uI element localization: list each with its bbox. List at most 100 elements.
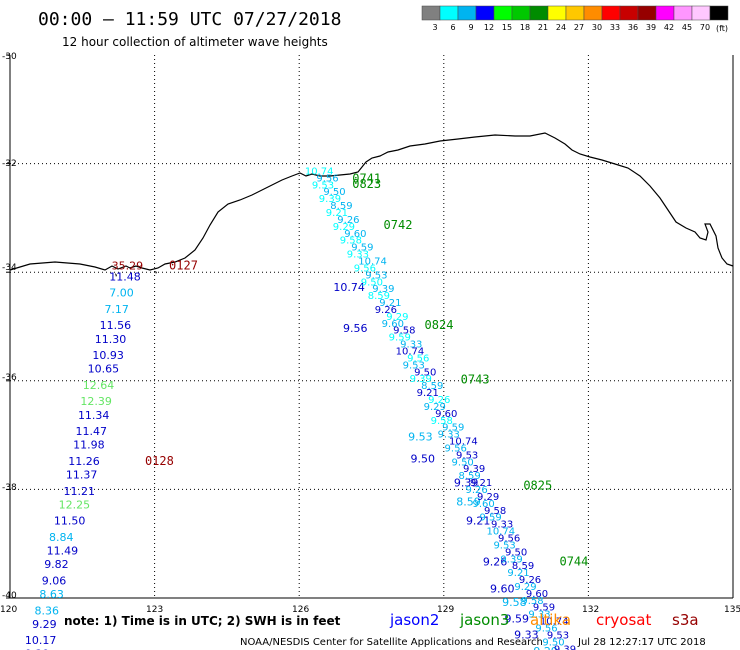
dense-track-value: 9.39 [554,644,576,650]
wave-height-value: 11.34 [78,409,110,422]
color-swatch-label: 6 [450,23,455,32]
color-swatch-label: 15 [502,23,512,32]
dense-track-value: 9.50 [323,187,345,198]
color-swatch-label: 30 [592,23,602,32]
dense-track-value: 9.59 [479,513,501,524]
dense-track-value: 9.58 [484,506,506,517]
color-swatch [547,5,567,21]
color-swatch-label: 12 [484,23,494,32]
lat-label-38: -38 [2,483,17,493]
wave-height-value: 8.36 [35,604,60,617]
color-swatch-label: 27 [574,23,584,32]
dense-track-value: 9.21 [326,208,348,219]
wave-height-value: 11.37 [66,469,98,482]
lon-label-126: 126 [292,605,309,615]
legend-jason2: jason2 [389,611,439,629]
dense-track-value: 9.59 [442,423,464,434]
wave-height-value: 11.26 [68,455,100,468]
dense-track-value: 9.56 [354,263,376,274]
dense-track-value: 9.26 [466,485,488,496]
longitude-labels: 120 123 126 129 132 135 [0,605,740,615]
dense-track-value: 9.26 [337,215,359,226]
graticule [6,54,733,599]
pass-time-label: 0127 [169,258,198,272]
pass-time-label: 0128 [145,454,174,468]
dense-track-value: 9.26 [375,305,397,316]
wave-height-value: 7.17 [104,303,129,316]
pass-time-label: 0823 [352,177,381,191]
wave-height-value: 11.21 [63,485,94,498]
wave-height-value: 9.29 [25,648,49,650]
color-scale: 3 6 9 12 15 18 21 24 27 30 33 36 39 42 45 70 [421,5,729,32]
wave-height-value: 11.30 [95,333,127,346]
color-swatch [511,5,531,21]
dense-track-value: 9.56 [535,624,557,635]
dense-track-value: 9.39 [319,194,341,205]
timestamp: Jul 28 12:27:17 UTC 2018 [577,637,706,648]
dense-track-value: 9.33 [491,520,513,531]
color-swatch [709,5,729,21]
dense-track-value: 9.33 [438,430,460,441]
pass-time-label: 0743 [461,373,490,387]
wave-height-value: 9.29 [32,618,57,631]
color-swatch-label: 70 [700,23,710,32]
dense-track-value: 9.59 [533,603,555,614]
pass-time-label: 0825 [523,478,552,492]
dense-track-value: 9.33 [347,250,369,261]
color-swatch [673,5,693,21]
dense-track-value: 9.56 [445,443,467,454]
dense-track-value: 9.50 [414,367,436,378]
color-swatch [691,5,711,21]
wave-height-value: 10.74 [333,281,365,294]
wave-height-value: 9.50 [411,452,436,465]
dense-track-value: 9.60 [526,589,548,600]
dense-track-value: 9.53 [493,540,515,551]
wave-height-value: 9.21 [466,515,491,528]
lon-label-123: 123 [146,605,163,615]
dense-track-value: 9.33 [400,340,422,351]
dense-track-overprint: 10.749.569.539.509.398.599.219.269.299.6… [305,166,576,650]
wave-height-value: 9.56 [343,322,368,335]
color-swatch-label: 24 [556,23,566,32]
dense-track-value: 9.29 [424,402,446,413]
wave-height-value: 9.29 [533,645,558,650]
dense-track-value: 9.56 [316,173,338,184]
dense-track-value: 9.39 [500,554,522,565]
color-swatch [457,5,477,21]
dense-track-value: 8.59 [421,381,443,392]
dense-track-value: 9.26 [428,395,450,406]
dense-track-value: 9.58 [340,236,362,247]
wave-height-value: 11.56 [100,319,132,332]
dense-track-value: 9.60 [472,499,494,510]
dense-track-value: 9.58 [431,416,453,427]
wave-height-value: 9.39 [454,477,479,490]
dense-track-value: 9.59 [389,333,411,344]
color-swatch [439,5,459,21]
island-recherche [115,273,117,277]
dense-track-value: 9.56 [498,533,520,544]
dense-track-value: 9.50 [452,457,474,468]
wave-height-value: 10.17 [25,634,56,647]
dense-track-value: 9.26 [519,575,541,586]
wave-height-value: 9.06 [42,574,67,587]
color-swatch-label: 45 [682,23,692,32]
color-swatch-label: 21 [538,23,548,32]
dense-track-value: 9.39 [372,284,394,295]
lon-label-129: 129 [437,605,454,615]
dense-track-value: 9.53 [456,450,478,461]
dense-track-value: 9.53 [365,270,387,281]
wave-height-value: 9.53 [408,431,433,444]
color-swatch [601,5,621,21]
dense-track-value: 9.50 [361,277,383,288]
wave-height-value: 9.82 [44,558,68,571]
dense-track-value: 9.53 [312,180,334,191]
dense-track-value: 9.60 [435,409,457,420]
lat-label-40: -40 [2,591,17,601]
wave-height-value: 12.39 [80,395,112,408]
wave-height-value: 9.58 [502,596,526,609]
color-swatch [565,5,585,21]
lat-label-36: -36 [2,373,17,383]
